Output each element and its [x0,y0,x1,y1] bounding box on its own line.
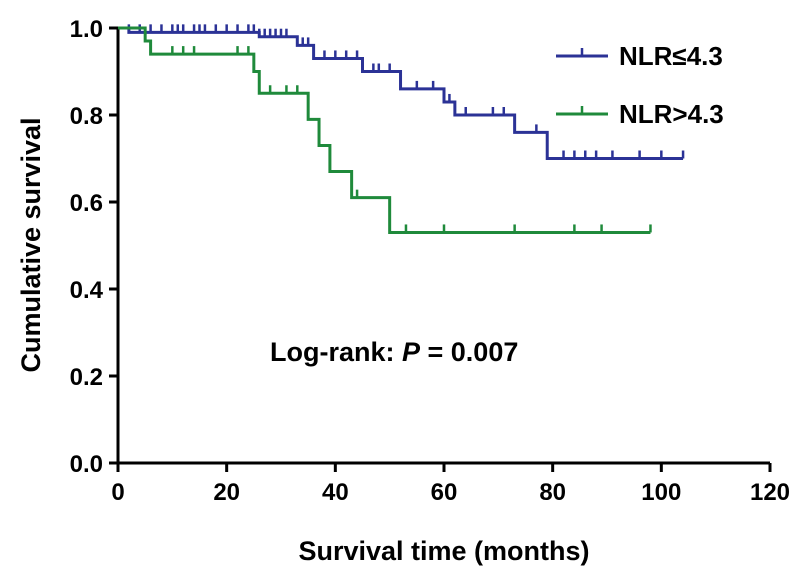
survival-curves [118,24,685,234]
y-tick-label: 1.0 [70,16,103,43]
x-tick-label: 60 [431,479,458,506]
log-rank-annotation: Log-rank: P = 0.007 [270,337,518,367]
y-tick-label: 0.2 [70,364,103,391]
log-rank-p-symbol: P [402,337,421,367]
x-tick-label: 120 [750,479,790,506]
survival-curve-nlr-high [118,26,651,234]
x-ticks: 0 20 40 60 80 100 120 [111,463,790,506]
x-tick-label: 80 [539,479,566,506]
x-tick-label: 100 [641,479,681,506]
legend-label-nlr-low: NLR≤4.3 [619,41,723,71]
legend-label-nlr-high: NLR>4.3 [619,99,724,129]
survival-curve-nlr-low [118,26,684,160]
y-tick-label: 0.0 [70,451,103,478]
x-tick-label: 0 [111,479,124,506]
log-rank-p-value: = 0.007 [420,337,518,367]
log-rank-prefix: Log-rank: [270,337,402,367]
y-tick-label: 0.4 [70,277,104,304]
legend: NLR≤4.3 NLR>4.3 [556,41,724,129]
x-axis-title: Survival time (months) [298,536,589,566]
x-tick-label: 20 [213,479,240,506]
y-tick-label: 0.8 [70,103,103,130]
y-axis-title: Cumulative survival [16,117,46,372]
x-tick-label: 40 [322,479,349,506]
y-ticks: 0.0 0.2 0.4 0.6 0.8 1.0 [70,16,118,478]
y-tick-label: 0.6 [70,190,103,217]
